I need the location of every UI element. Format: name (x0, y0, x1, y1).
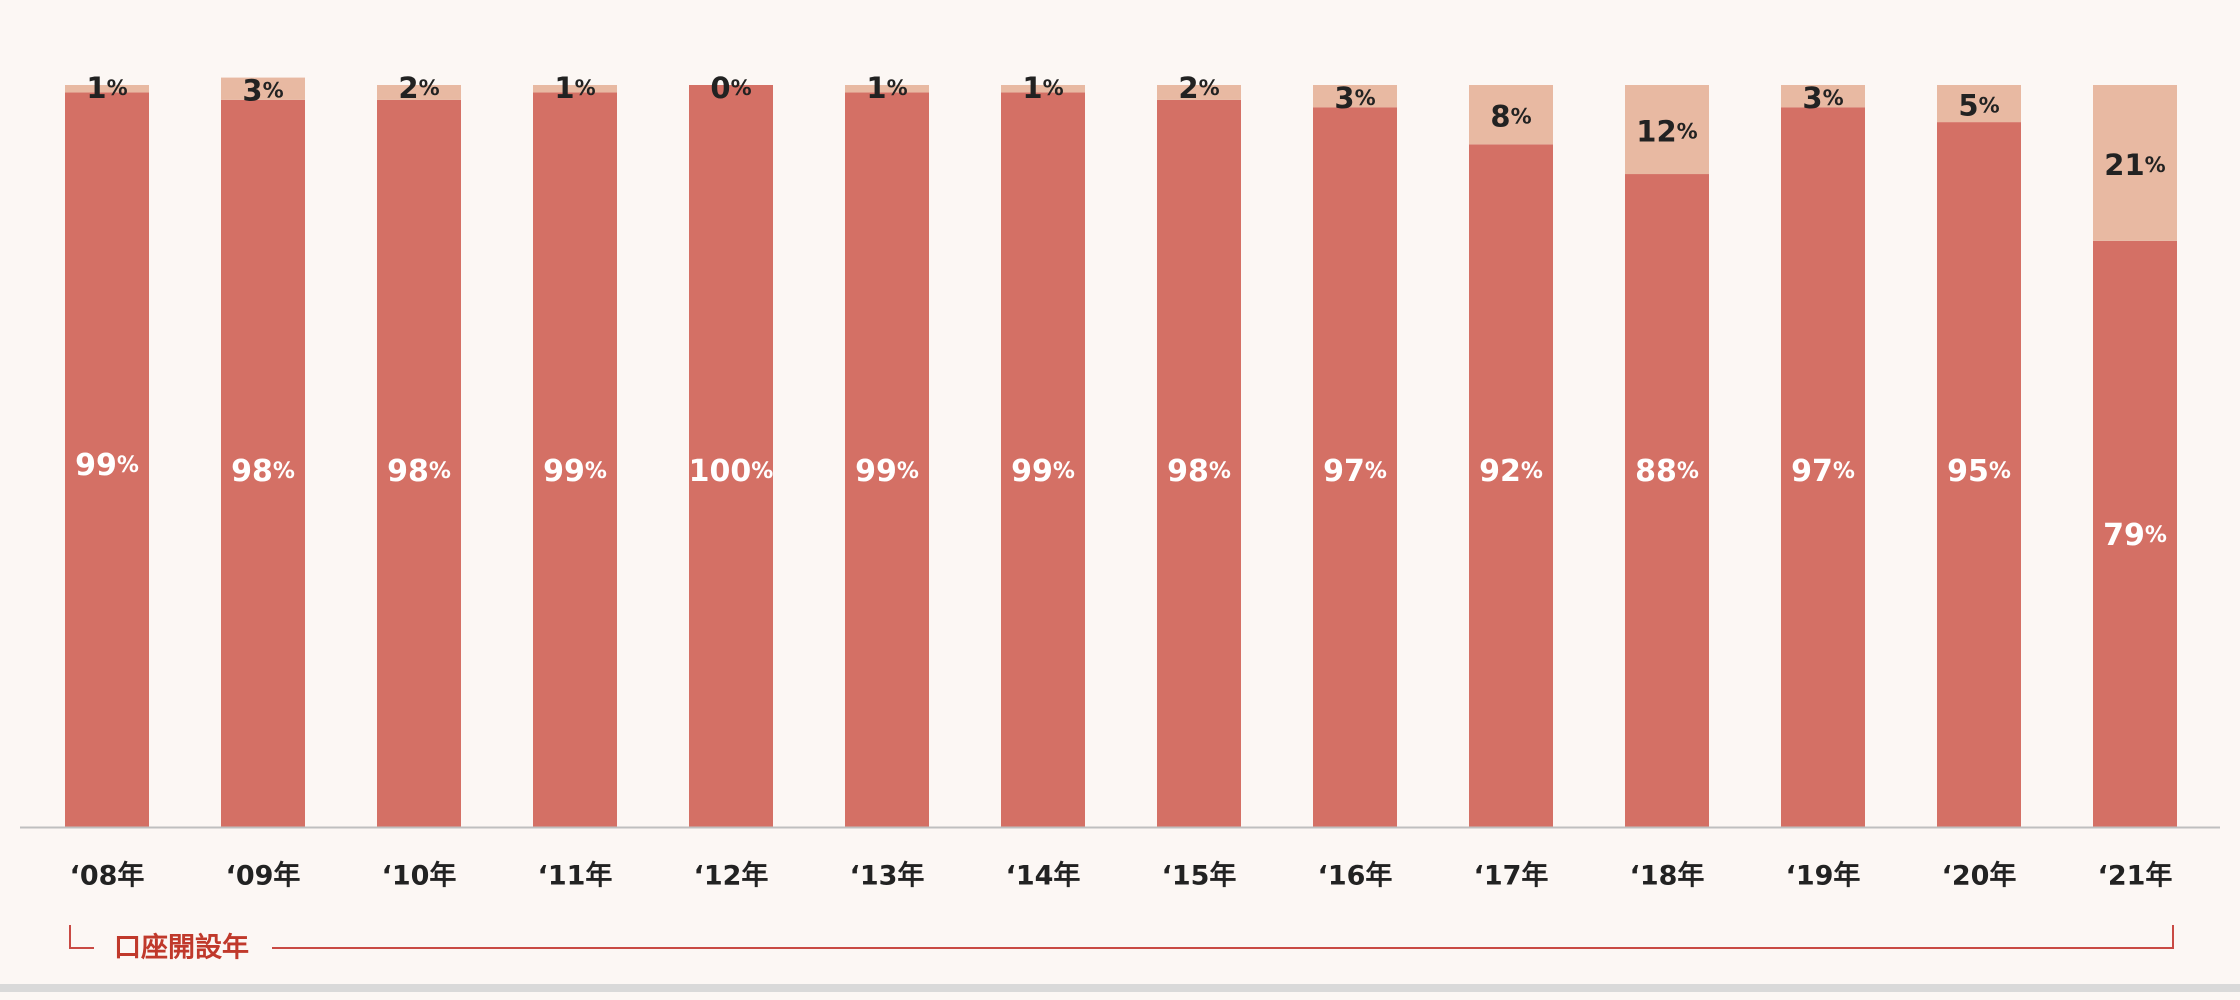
axis-group-label: 口座開設年 (114, 932, 249, 964)
bar-segment-0-5 (845, 92, 929, 828)
bar-label-0-6: 99% (1011, 454, 1075, 489)
bar-label-1-3: 1% (554, 71, 595, 105)
x-tick-label-12: ‘20年 (1942, 860, 2017, 892)
bar-segment-0-11 (1781, 107, 1865, 827)
bar-segment-1-8 (1313, 85, 1397, 108)
x-tick-label-8: ‘16年 (1318, 860, 1393, 892)
bar-label-1-10: 12% (1636, 115, 1697, 149)
bar-label-0-7: 98% (1167, 454, 1231, 489)
bar-label-0-13: 79% (2103, 518, 2167, 553)
bar-segment-1-13 (2093, 85, 2177, 241)
bar-label-1-13: 21% (2104, 148, 2165, 182)
bar-label-0-1: 98% (231, 454, 295, 489)
bar-label-0-9: 92% (1479, 454, 1543, 489)
bar-segment-0-6 (1001, 92, 1085, 828)
x-tick-label-1: ‘09年 (226, 860, 301, 892)
bar-label-1-1: 3% (242, 74, 283, 108)
x-tick-label-7: ‘15年 (1162, 860, 1237, 892)
bar-label-1-12: 5% (1958, 89, 1999, 123)
bar-segment-0-1 (221, 99, 305, 828)
bar-label-1-11: 3% (1802, 81, 1843, 115)
bar-label-1-6: 1% (1022, 71, 1063, 105)
bar-segment-0-4 (689, 85, 773, 827)
bar-label-0-4: 100% (689, 454, 774, 489)
bracket-left-stroke (69, 925, 94, 949)
bar-label-1-5: 1% (866, 71, 907, 105)
bar-segment-0-8 (1313, 107, 1397, 827)
x-tick-label-0: ‘08年 (70, 860, 145, 892)
x-tick-label-10: ‘18年 (1630, 860, 1705, 892)
bar-segment-0-12 (1937, 122, 2021, 828)
bar-segment-0-0 (65, 92, 149, 828)
bars-layer: 99% 1% 98% 3% 98% 2% 99% 1% 100% 0% 99% 1% 99% 1% 98% 2… (65, 71, 2177, 828)
bar-label-0-11: 97% (1791, 454, 1855, 489)
bar-segment-1-1 (221, 77, 305, 100)
bar-label-1-2: 2% (398, 71, 439, 105)
bar-label-0-0: 99% (75, 448, 139, 483)
bar-segment-0-2 (377, 99, 461, 828)
x-tick-label-3: ‘11年 (538, 860, 613, 892)
bar-label-0-8: 97% (1323, 454, 1387, 489)
bottom-divider (0, 984, 2240, 992)
bar-segment-0-3 (533, 92, 617, 828)
x-tick-label-4: ‘12年 (694, 860, 769, 892)
bar-segment-1-9 (1469, 85, 1553, 145)
axis-group-bracket: 口座開設年 (69, 925, 2174, 964)
bar-segment-1-6 (1001, 85, 1085, 93)
bar-segment-0-13 (2093, 240, 2177, 827)
bar-label-1-9: 8% (1490, 100, 1531, 134)
x-tick-label-5: ‘13年 (850, 860, 925, 892)
x-tick-label-9: ‘17年 (1474, 860, 1549, 892)
x-tick-label-11: ‘19年 (1786, 860, 1861, 892)
bar-label-0-10: 88% (1635, 454, 1699, 489)
bar-label-1-0: 1% (86, 71, 127, 105)
bar-segment-0-9 (1469, 144, 1553, 828)
x-tick-labels: ‘08年 ‘09年 ‘10年 ‘11年 ‘12年 ‘13年 ‘14年 ‘15年 ‘16年 ‘17年… (70, 860, 2173, 892)
bar-label-0-3: 99% (543, 454, 607, 489)
bar-label-0-5: 99% (855, 454, 919, 489)
bar-segment-1-5 (845, 85, 929, 93)
bar-segment-1-12 (1937, 85, 2021, 123)
bar-label-0-12: 95% (1947, 454, 2011, 489)
bar-segment-0-10 (1625, 174, 1709, 828)
bar-label-1-8: 3% (1334, 81, 1375, 115)
x-tick-label-6: ‘14年 (1006, 860, 1081, 892)
bar-label-1-7: 2% (1178, 71, 1219, 105)
bar-label-1-4: 0% (710, 71, 751, 105)
bar-segment-1-0 (65, 85, 149, 93)
bar-segment-1-11 (1781, 85, 1865, 108)
bar-segment-1-10 (1625, 85, 1709, 175)
bar-segment-0-7 (1157, 99, 1241, 828)
bar-segment-1-2 (377, 85, 461, 100)
bar-segment-1-7 (1157, 85, 1241, 100)
bar-segment-1-3 (533, 85, 617, 93)
x-tick-label-13: ‘21年 (2098, 860, 2173, 892)
x-tick-label-2: ‘10年 (382, 860, 457, 892)
bracket-right-stroke (272, 925, 2174, 949)
bar-label-0-2: 98% (387, 454, 451, 489)
